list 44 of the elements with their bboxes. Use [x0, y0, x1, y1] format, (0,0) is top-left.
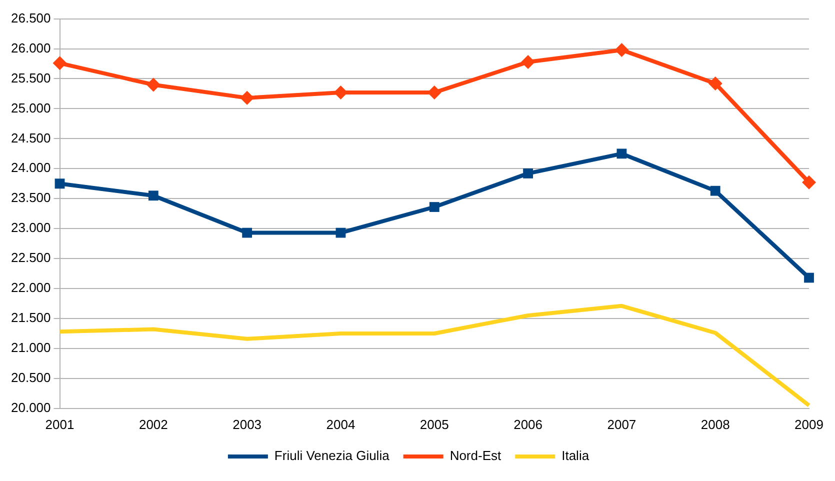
x-tick-label: 2002 [138, 416, 168, 432]
x-tick-label: 2009 [794, 416, 824, 432]
y-tick-label: 23.500 [10, 190, 51, 206]
point [242, 228, 252, 238]
y-tick-label: 20.500 [10, 370, 51, 386]
point [616, 148, 627, 159]
point [52, 56, 67, 70]
legend-label: Nord-Est [450, 448, 502, 464]
point [804, 272, 814, 283]
y-tick-label: 25.000 [10, 100, 51, 116]
y-tick-label: 24.000 [10, 160, 51, 176]
x-tick-label: 2005 [420, 416, 449, 432]
point [614, 42, 629, 57]
x-tick-label: 2006 [514, 416, 542, 432]
point [708, 76, 722, 91]
point [427, 86, 442, 100]
y-tick-label: 23.000 [10, 220, 51, 236]
point [148, 190, 158, 201]
point [240, 90, 254, 105]
point [336, 228, 346, 238]
point [54, 178, 65, 189]
point [710, 186, 720, 196]
x-tick-label: 2003 [232, 416, 262, 432]
legend-label: Friuli Venezia Giulia [274, 448, 390, 464]
x-tick-label: 2004 [326, 416, 356, 432]
y-tick-label: 26.500 [10, 10, 51, 26]
point [146, 78, 160, 92]
y-tick-label: 24.500 [10, 130, 51, 146]
y-tick-label: 22.000 [10, 280, 51, 296]
y-tick-label: 25.500 [10, 70, 51, 86]
y-tick-label: 20.000 [10, 400, 51, 415]
point [523, 168, 533, 178]
point [521, 54, 536, 69]
y-tick-label: 22.500 [10, 250, 51, 266]
y-tick-label: 21.500 [10, 310, 51, 326]
x-tick-label: 2008 [700, 416, 730, 432]
y-tick-label: 21.000 [10, 340, 51, 356]
point [802, 175, 816, 190]
point [334, 86, 348, 100]
x-tick-label: 2001 [45, 416, 74, 432]
x-tick-label: 2007 [607, 416, 636, 432]
y-tick-label: 26.000 [10, 40, 51, 56]
legend-label: Italia [562, 448, 590, 464]
point [429, 202, 440, 212]
